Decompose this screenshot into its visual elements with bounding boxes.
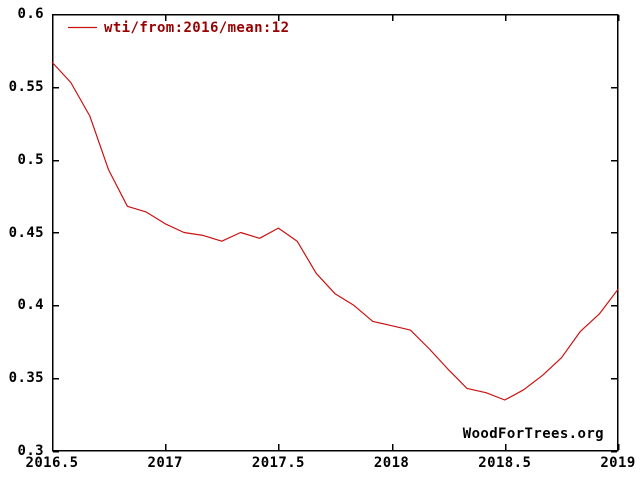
- y-tick-label: 0.5: [17, 151, 44, 168]
- axis-ticks: [51, 13, 620, 453]
- wti-series-line: [51, 61, 619, 401]
- y-tick-label: 0.3: [17, 443, 44, 459]
- x-tick-label: 2017: [147, 455, 183, 471]
- y-tick-label: 0.35: [8, 370, 44, 387]
- x-tick-label: 2018.5: [478, 455, 532, 471]
- x-tick-label: 2018: [373, 455, 410, 471]
- x-tick-label: 2016.5: [25, 455, 79, 471]
- watermark: WoodForTrees.org: [462, 426, 604, 442]
- y-tick-label: 0.6: [17, 6, 44, 22]
- legend-label: wti/from:2016/mean:12: [104, 20, 290, 36]
- y-tick-label: 0.4: [17, 297, 44, 314]
- x-tick-label: 2017.5: [251, 455, 305, 471]
- x-tick-label: 2019: [600, 455, 636, 471]
- plot-frame: [51, 13, 619, 452]
- y-tick-label: 0.55: [8, 78, 44, 95]
- y-tick-label: 0.45: [8, 224, 44, 241]
